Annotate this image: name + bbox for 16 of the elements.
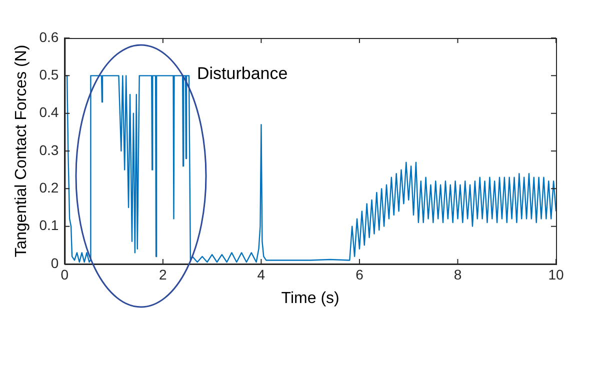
x-tick-label: 10 xyxy=(548,266,564,282)
x-tick-label: 0 xyxy=(60,266,69,282)
y-axis-title: Tangential Contact Forces (N) xyxy=(13,44,30,258)
x-tick-label: 4 xyxy=(257,266,266,282)
y-tick-label: 0.4 xyxy=(39,104,59,120)
y-tick-label: 0.1 xyxy=(39,217,59,234)
annotation: Disturbance xyxy=(197,64,288,84)
y-tick-label: 0.5 xyxy=(39,66,59,83)
x-tick-label: 8 xyxy=(454,266,462,282)
y-tick-label: 0 xyxy=(50,254,59,271)
y-tick-label: 0.2 xyxy=(39,180,59,196)
x-tick-label: 6 xyxy=(356,266,364,282)
y-tick-label: 0.3 xyxy=(39,142,59,158)
y-tick-label: 0.6 xyxy=(39,28,59,45)
x-tick-label: 2 xyxy=(159,266,168,282)
x-axis-title: Time (s) xyxy=(281,290,340,307)
